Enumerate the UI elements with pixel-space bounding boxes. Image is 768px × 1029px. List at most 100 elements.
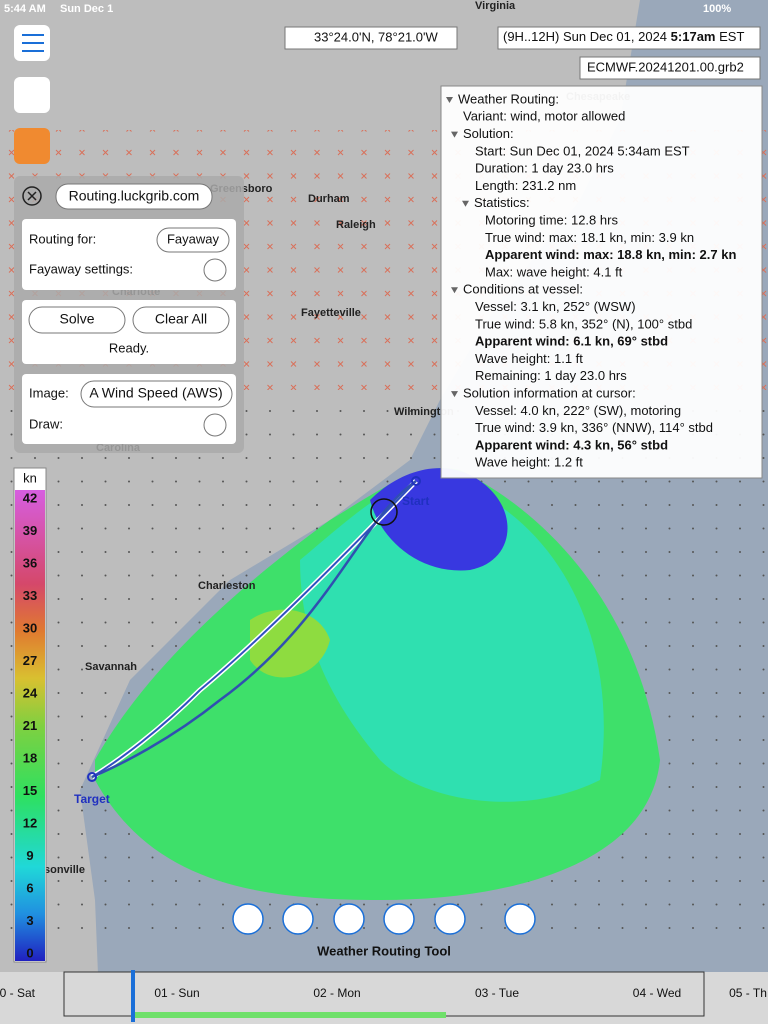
info-line: True wind: 3.9 kn, 336° (NNW), 114° stbd bbox=[475, 420, 713, 435]
routing-button[interactable] bbox=[14, 128, 50, 164]
disclosure bbox=[462, 200, 469, 207]
solve-button[interactable] bbox=[28, 306, 126, 334]
info-line: True wind: max: 18.1 kn, min: 3.9 kn bbox=[485, 230, 694, 245]
map-label: sonville bbox=[44, 864, 85, 876]
map-label: Charleston bbox=[198, 580, 256, 592]
info-line: Wave height: 1.1 ft bbox=[475, 351, 583, 366]
boat: Fayaway bbox=[167, 231, 220, 246]
legend-tick: 0 bbox=[26, 945, 33, 960]
image-button[interactable] bbox=[80, 380, 233, 408]
timeline-label: 01 - Sun bbox=[154, 986, 199, 1000]
legend-unit: kn bbox=[23, 470, 37, 485]
status-time: 5:44 AM bbox=[4, 3, 46, 15]
legend-tick: 6 bbox=[26, 880, 33, 895]
settings-label: Fayaway settings: bbox=[29, 261, 133, 276]
timeline-label: 30 - Sat bbox=[0, 986, 36, 1000]
wind-field bbox=[300, 478, 604, 802]
file: ECMWF.20241201.00.grb2 bbox=[587, 59, 744, 74]
info-line: Variant: wind, motor allowed bbox=[463, 109, 625, 124]
info-line: Wave height: 1.2 ft bbox=[475, 455, 583, 470]
legend-tick: 27 bbox=[23, 653, 37, 668]
solve: Solve bbox=[59, 311, 94, 327]
legend-tick: 12 bbox=[23, 815, 37, 830]
cursor bbox=[370, 498, 398, 526]
info-line: Solution: bbox=[463, 126, 514, 141]
target-marker bbox=[87, 772, 97, 782]
time-label: (9H..12H) Sun Dec 01, 2024 5:17am EST bbox=[503, 29, 744, 44]
legend-tick: 18 bbox=[23, 750, 37, 765]
disclosure bbox=[451, 287, 458, 294]
info-line: Solution information at cursor: bbox=[463, 386, 636, 401]
info-line: Start: Sun Dec 01, 2024 5:34am EST bbox=[475, 143, 690, 158]
tool-button[interactable] bbox=[504, 903, 536, 935]
legend-tick: 39 bbox=[23, 523, 37, 538]
time-cursor[interactable] bbox=[131, 970, 135, 1022]
url: Routing.luckgrib.com bbox=[69, 188, 200, 204]
map-label: Wilmington bbox=[394, 406, 454, 418]
legend-tick: 42 bbox=[23, 490, 37, 505]
info-line: Remaining: 1 day 23.0 hrs bbox=[475, 368, 627, 383]
disclosure bbox=[446, 97, 453, 103]
legend-tick: 24 bbox=[23, 685, 38, 700]
info-line: Conditions at vessel: bbox=[463, 282, 583, 297]
info-line: True wind: 5.8 kn, 352° (N), 100° stbd bbox=[475, 316, 692, 331]
url-button[interactable] bbox=[55, 183, 213, 210]
info-line: Statistics: bbox=[474, 195, 530, 210]
route-span bbox=[131, 1012, 446, 1018]
routing-for-label: Routing for: bbox=[29, 231, 96, 246]
map-label: Fayetteville bbox=[301, 307, 361, 319]
close-icon bbox=[27, 191, 37, 201]
battery: 100% bbox=[703, 3, 731, 15]
disclosure bbox=[451, 131, 458, 138]
tool-button[interactable] bbox=[282, 903, 314, 935]
list-icon bbox=[22, 34, 44, 52]
info-line: Apparent wind: 6.1 kn, 69° stbd bbox=[475, 334, 668, 349]
coords: 33°24.0'N, 78°21.0'W bbox=[314, 29, 438, 44]
tool-button[interactable] bbox=[333, 903, 365, 935]
legend-tick: 9 bbox=[26, 848, 33, 863]
boat-button[interactable] bbox=[156, 227, 230, 253]
info-line: Vessel: 3.1 kn, 252° (WSW) bbox=[475, 299, 636, 314]
legend-tick: 15 bbox=[23, 783, 37, 798]
time-bold: 5:17am bbox=[671, 29, 716, 44]
route bbox=[91, 480, 417, 778]
info-line: Weather Routing: bbox=[458, 91, 559, 106]
target-label: Target bbox=[74, 792, 110, 806]
status-date: Sun Dec 1 bbox=[60, 3, 113, 15]
info-line: Motoring time: 12.8 hrs bbox=[485, 213, 618, 228]
settings-button[interactable] bbox=[203, 258, 227, 282]
tool-button[interactable] bbox=[232, 903, 264, 935]
timeline-label: 05 - Th bbox=[729, 986, 767, 1000]
coords-box bbox=[284, 26, 458, 50]
legend-tick: 36 bbox=[23, 555, 37, 570]
legend-tick: 30 bbox=[23, 620, 37, 635]
start-label: Start bbox=[402, 494, 429, 508]
info-line: Apparent wind: 4.3 kn, 56° stbd bbox=[475, 437, 668, 452]
legend-tick: 33 bbox=[23, 588, 37, 603]
close-button[interactable] bbox=[22, 186, 42, 206]
disclosure bbox=[451, 391, 458, 398]
clear: Clear All bbox=[155, 311, 207, 327]
tool-button[interactable] bbox=[383, 903, 415, 935]
map-label: Savannah bbox=[85, 661, 137, 673]
toolbar-title: Weather Routing Tool bbox=[317, 943, 451, 958]
info-line: Duration: 1 day 23.0 hrs bbox=[475, 161, 614, 176]
draw-button[interactable] bbox=[203, 413, 227, 437]
routing-state: Ready. bbox=[109, 340, 149, 355]
legend-tick: 21 bbox=[23, 718, 37, 733]
legend-tick: 3 bbox=[26, 913, 33, 928]
clear-button[interactable] bbox=[132, 306, 230, 334]
timeline-label: 04 - Wed bbox=[633, 986, 681, 1000]
route-alt bbox=[91, 479, 417, 779]
start-marker bbox=[411, 476, 421, 486]
layers-button[interactable] bbox=[14, 77, 50, 113]
time-box[interactable] bbox=[497, 26, 761, 50]
time-prefix: (9H..12H) Sun Dec 01, 2024 bbox=[503, 29, 667, 44]
image-label: Image: bbox=[29, 385, 69, 400]
info-panel bbox=[440, 85, 763, 479]
info-line: Apparent wind: max: 18.8 kn, min: 2.7 kn bbox=[485, 247, 736, 262]
timeline-label: 02 - Mon bbox=[313, 986, 360, 1000]
draw-label: Draw: bbox=[29, 416, 63, 431]
tool-button[interactable] bbox=[434, 903, 466, 935]
